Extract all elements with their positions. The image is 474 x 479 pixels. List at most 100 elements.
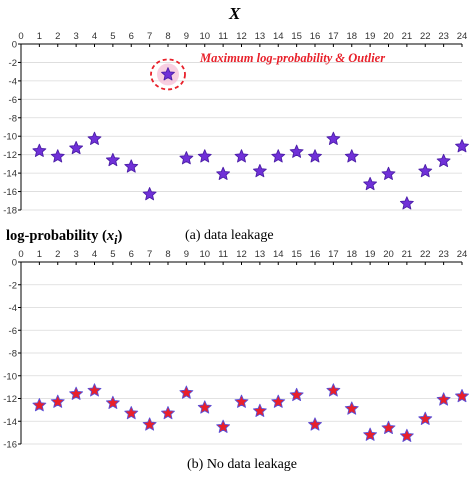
- x-tick-label: 15: [291, 249, 302, 260]
- x-tick-label: 4: [92, 249, 97, 260]
- x-tick-label: 9: [184, 249, 189, 260]
- x-tick-label: 13: [255, 31, 266, 42]
- data-point-star: [142, 187, 157, 201]
- data-point-star: [436, 153, 451, 168]
- x-tick-label: 1: [37, 249, 42, 260]
- x-tick-label: 12: [236, 249, 247, 260]
- panel-a-caption: (a) data leakage: [185, 228, 274, 243]
- x-tick-label: 19: [365, 31, 376, 42]
- x-tick-label: 15: [291, 31, 302, 42]
- x-tick-label: 5: [110, 31, 115, 42]
- y-tick-label: -14: [3, 169, 17, 180]
- data-point-star: [289, 144, 304, 158]
- x-tick-label: 3: [73, 249, 78, 260]
- x-tick-label: 8: [165, 31, 170, 42]
- x-tick-label: 8: [165, 249, 170, 260]
- x-tick-label: 14: [273, 31, 284, 42]
- x-tick-label: 12: [236, 31, 247, 42]
- y-tick-label: -14: [3, 417, 17, 428]
- data-point-star: [271, 149, 286, 163]
- y-tick-label: -16: [3, 187, 17, 198]
- y-axis-label-close: ): [117, 228, 123, 244]
- y-axis-label-var: x: [106, 228, 115, 244]
- x-tick-label: 7: [147, 31, 152, 42]
- data-point-star: [161, 406, 175, 420]
- y-axis-label-main: log-probability (: [6, 228, 107, 244]
- data-point-star: [234, 149, 249, 163]
- y-axis-label-sub: i: [114, 232, 118, 247]
- data-point-star: [216, 419, 231, 433]
- panel-b-scatter: 0 1 2 3 4 5 6 7 8 9 10 11 12 13 14 15 16 17 18 19 20 21 22 23 24…: [3, 249, 469, 451]
- data-point-star: [436, 392, 451, 406]
- x-tick-label: 24: [457, 249, 468, 260]
- x-tick-label: 5: [110, 249, 115, 260]
- x-tick-label: 17: [328, 31, 339, 42]
- data-point-star: [455, 388, 469, 403]
- data-point-star: [381, 420, 396, 435]
- data-point-star: [124, 406, 139, 420]
- data-point-star: [105, 152, 120, 167]
- data-point-star: [326, 383, 341, 397]
- x-tick-label: 4: [92, 31, 97, 42]
- y-tick-label: -12: [3, 150, 17, 161]
- y-tick-label: -16: [3, 440, 17, 451]
- panel-a-scatter: 0 1 2 3 4 5 6 7 8 9 10 11 12 13 14 15 16 17 18 19 20 21 22 23 24…: [3, 31, 469, 217]
- y-tick-label: -10: [3, 132, 17, 143]
- data-point-star: [179, 151, 194, 165]
- y-tick-label: 0: [12, 40, 17, 51]
- x-tick-label: 23: [438, 31, 449, 42]
- data-point-star: [234, 394, 249, 408]
- data-point-star: [252, 403, 267, 417]
- data-point-star: [69, 386, 84, 400]
- data-point-star: [87, 131, 102, 145]
- data-point-star: [32, 398, 47, 412]
- data-point-star: [344, 401, 359, 415]
- y-axis-label: log-probability (xi): [6, 228, 122, 248]
- x-tick-label: 20: [383, 31, 394, 42]
- data-point-star: [50, 149, 65, 163]
- x-tick-label: 22: [420, 31, 431, 42]
- y-tick-label: -4: [9, 76, 17, 87]
- data-point-star: [197, 149, 212, 163]
- x-tick-label: 9: [184, 31, 189, 42]
- data-point-star: [326, 131, 341, 145]
- y-tick-label: -8: [9, 113, 17, 124]
- outlier-highlight-ring: [150, 58, 186, 91]
- x-tick-label: 11: [218, 249, 228, 260]
- y-tick-label: -10: [3, 371, 17, 382]
- data-point-star: [289, 387, 304, 402]
- data-point-star: [87, 383, 102, 397]
- x-tick-label: 18: [346, 31, 357, 42]
- data-point-star: [344, 149, 359, 163]
- data-point-star: [455, 139, 469, 153]
- x-tick-label: 17: [328, 249, 339, 260]
- y-tick-label: -2: [9, 58, 17, 69]
- x-tick-label: 10: [199, 249, 210, 260]
- data-point-star: [381, 166, 396, 180]
- data-point-star: [399, 196, 414, 210]
- data-point-star: [197, 400, 212, 414]
- y-tick-label: -12: [3, 394, 17, 405]
- x-tick-label: 6: [129, 249, 134, 260]
- y-tick-label: -4: [9, 303, 17, 314]
- x-tick-label: 14: [273, 249, 284, 260]
- y-tick-label: -8: [9, 349, 17, 360]
- data-point-star: [308, 149, 322, 163]
- data-point-star: [32, 143, 47, 157]
- x-tick-label: 19: [365, 249, 376, 260]
- y-tick-label: 0: [12, 258, 17, 269]
- y-tick-label: -6: [9, 326, 17, 337]
- x-tick-label: 2: [55, 249, 60, 260]
- x-tick-label: 2: [55, 31, 60, 42]
- y-tick-label: -18: [3, 206, 17, 217]
- x-tick-label: 0: [18, 249, 23, 260]
- x-tick-label: 11: [218, 31, 228, 42]
- x-tick-label: 1: [37, 31, 42, 42]
- x-tick-label: 0: [18, 31, 23, 42]
- data-point-star: [105, 395, 120, 409]
- data-point-star: [216, 166, 231, 180]
- data-point-star: [252, 164, 267, 178]
- data-point-star: [271, 394, 286, 408]
- x-tick-label: 3: [73, 31, 78, 42]
